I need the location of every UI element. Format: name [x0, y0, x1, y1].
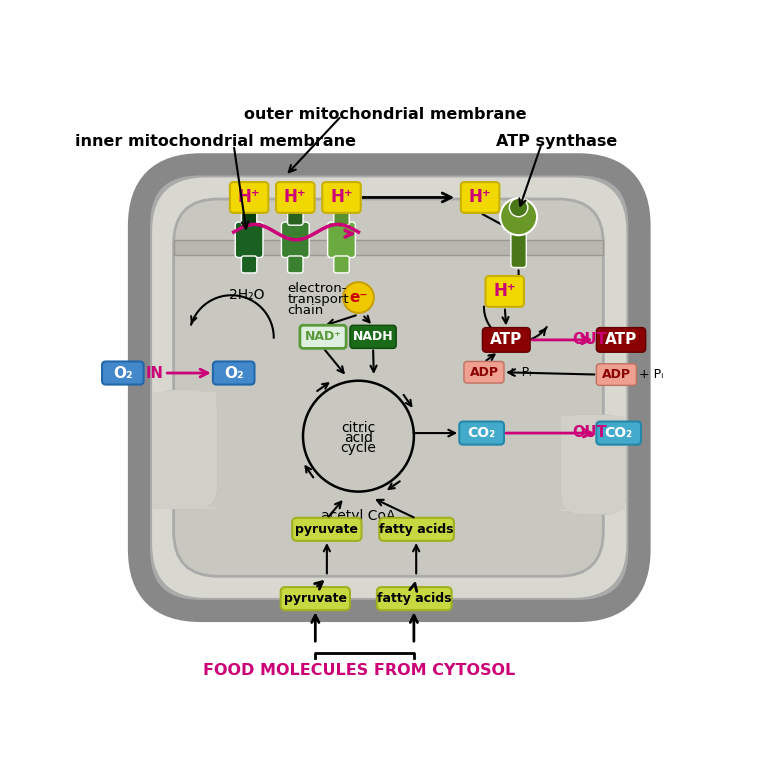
Text: ADP: ADP — [602, 368, 631, 381]
FancyBboxPatch shape — [511, 227, 526, 268]
FancyBboxPatch shape — [280, 587, 350, 610]
Text: transport: transport — [287, 293, 349, 306]
FancyBboxPatch shape — [241, 208, 257, 225]
Text: inner mitochondrial membrane: inner mitochondrial membrane — [76, 134, 356, 148]
FancyBboxPatch shape — [152, 390, 218, 509]
Text: H⁺: H⁺ — [284, 188, 307, 207]
Text: H⁺: H⁺ — [330, 188, 352, 207]
Text: OUT: OUT — [572, 425, 607, 440]
FancyBboxPatch shape — [464, 362, 504, 383]
Text: H⁺: H⁺ — [238, 188, 261, 207]
FancyBboxPatch shape — [327, 222, 356, 258]
FancyBboxPatch shape — [482, 328, 530, 352]
Circle shape — [509, 198, 528, 217]
Text: O₂: O₂ — [113, 366, 133, 381]
FancyBboxPatch shape — [597, 364, 637, 385]
Text: NAD⁺: NAD⁺ — [305, 331, 341, 344]
FancyBboxPatch shape — [281, 222, 309, 258]
Text: O₂: O₂ — [224, 366, 243, 381]
FancyBboxPatch shape — [561, 415, 626, 515]
FancyBboxPatch shape — [379, 518, 454, 541]
Text: pyruvate: pyruvate — [283, 592, 347, 605]
Circle shape — [500, 198, 537, 235]
FancyBboxPatch shape — [461, 182, 500, 213]
FancyBboxPatch shape — [213, 362, 255, 385]
Text: CO₂: CO₂ — [468, 426, 496, 440]
FancyBboxPatch shape — [241, 256, 257, 273]
Text: ATP synthase: ATP synthase — [496, 134, 618, 148]
FancyBboxPatch shape — [276, 182, 315, 213]
Text: pyruvate: pyruvate — [296, 523, 359, 536]
FancyBboxPatch shape — [350, 325, 396, 348]
FancyBboxPatch shape — [597, 328, 646, 352]
FancyBboxPatch shape — [459, 422, 504, 445]
Text: CO₂: CO₂ — [605, 426, 633, 440]
Text: chain: chain — [287, 304, 324, 317]
FancyBboxPatch shape — [322, 182, 361, 213]
Text: fatty acids: fatty acids — [377, 592, 451, 605]
FancyBboxPatch shape — [230, 182, 268, 213]
Circle shape — [303, 381, 414, 492]
Text: ATP: ATP — [490, 332, 522, 347]
FancyBboxPatch shape — [102, 362, 143, 385]
FancyBboxPatch shape — [300, 325, 346, 348]
FancyBboxPatch shape — [287, 208, 303, 225]
FancyBboxPatch shape — [152, 177, 626, 598]
Text: acetyl CoA: acetyl CoA — [321, 508, 396, 523]
Text: ATP: ATP — [605, 332, 637, 347]
FancyBboxPatch shape — [174, 199, 603, 576]
Text: acid: acid — [344, 432, 373, 445]
Circle shape — [343, 282, 374, 313]
FancyBboxPatch shape — [235, 222, 263, 258]
Text: 2H₂O: 2H₂O — [229, 287, 265, 302]
Bar — [174, 240, 603, 255]
Text: e⁻: e⁻ — [349, 290, 368, 305]
Polygon shape — [152, 391, 216, 509]
Text: outer mitochondrial membrane: outer mitochondrial membrane — [244, 106, 527, 122]
FancyBboxPatch shape — [293, 518, 362, 541]
Text: ADP: ADP — [469, 366, 499, 378]
Polygon shape — [561, 416, 625, 511]
Text: cycle: cycle — [340, 442, 377, 455]
Text: NADH: NADH — [352, 331, 393, 344]
Text: H⁺: H⁺ — [468, 188, 491, 207]
Text: H⁺: H⁺ — [493, 283, 516, 300]
FancyBboxPatch shape — [377, 587, 452, 610]
Text: citric: citric — [341, 422, 375, 435]
FancyBboxPatch shape — [152, 390, 218, 509]
FancyBboxPatch shape — [287, 256, 303, 273]
Text: IN: IN — [146, 366, 164, 381]
FancyBboxPatch shape — [334, 208, 349, 225]
FancyBboxPatch shape — [597, 422, 641, 445]
FancyBboxPatch shape — [561, 415, 626, 515]
Text: + Pᵢ: + Pᵢ — [640, 368, 664, 381]
FancyBboxPatch shape — [485, 276, 524, 307]
Text: OUT: OUT — [572, 332, 607, 347]
FancyBboxPatch shape — [334, 256, 349, 273]
Text: fatty acids: fatty acids — [379, 523, 453, 536]
Text: + Pᵢ: + Pᵢ — [507, 366, 531, 378]
Text: FOOD MOLECULES FROM CYTOSOL: FOOD MOLECULES FROM CYTOSOL — [203, 663, 515, 679]
Text: electron-: electron- — [287, 282, 347, 295]
FancyBboxPatch shape — [139, 164, 640, 611]
